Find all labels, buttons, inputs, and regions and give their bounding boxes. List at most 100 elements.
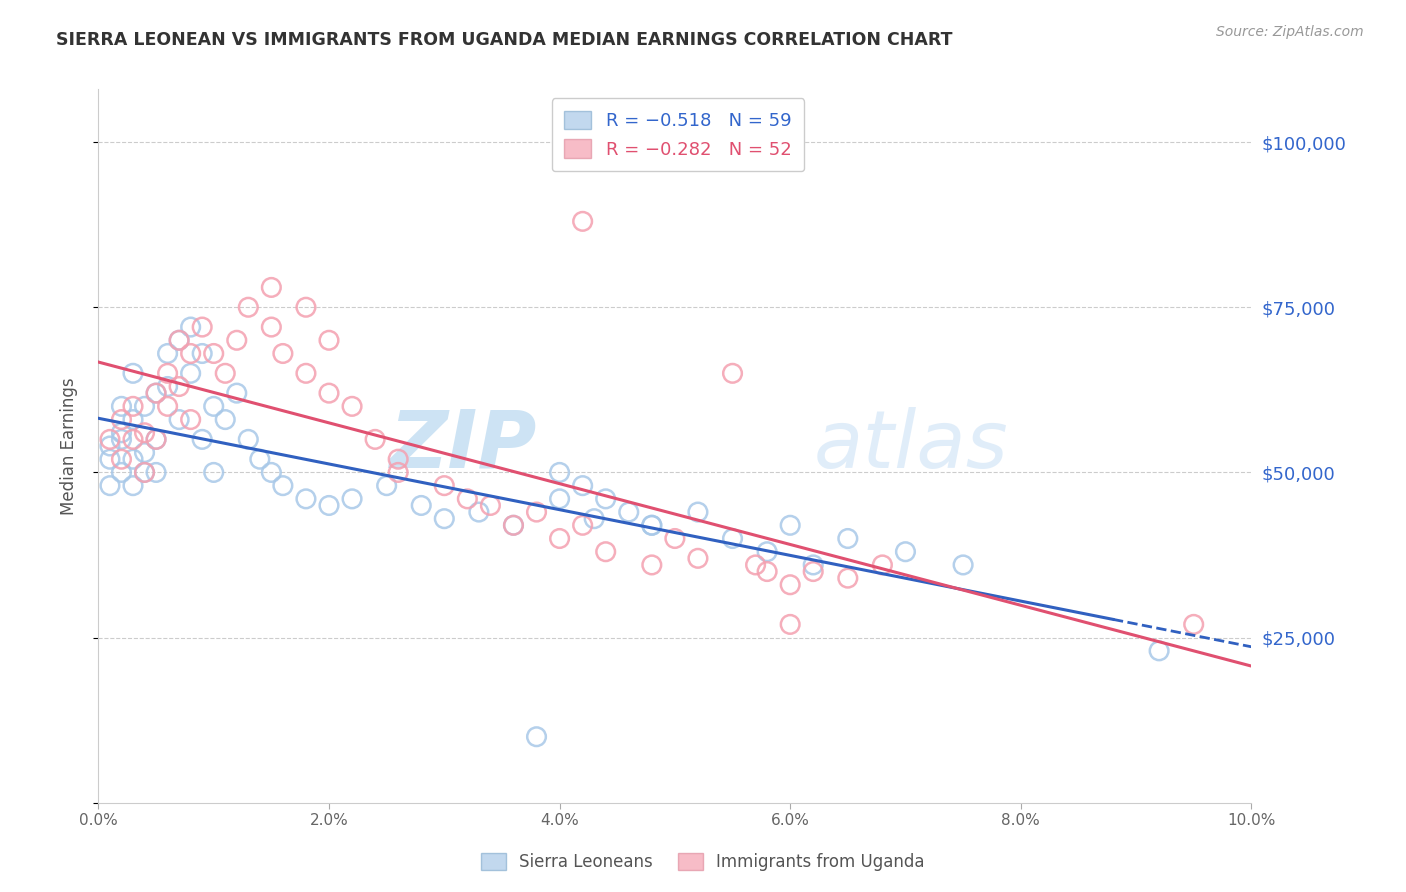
Point	[387, 466, 409, 480]
Point	[167, 333, 190, 347]
Point	[156, 367, 179, 381]
Point	[641, 558, 664, 572]
Point	[295, 300, 318, 314]
Point	[295, 367, 318, 381]
Point	[98, 433, 121, 447]
Point	[145, 433, 167, 447]
Point	[156, 346, 179, 360]
Point	[686, 551, 709, 566]
Point	[387, 452, 409, 467]
Point	[801, 558, 824, 572]
Point	[260, 320, 283, 334]
Point	[156, 400, 179, 414]
Point	[548, 532, 571, 546]
Point	[249, 452, 271, 467]
Point	[686, 505, 709, 519]
Point	[479, 499, 502, 513]
Point	[260, 280, 283, 294]
Point	[872, 558, 894, 572]
Point	[122, 412, 145, 426]
Point	[664, 532, 686, 546]
Point	[122, 452, 145, 467]
Point	[167, 412, 190, 426]
Point	[202, 400, 225, 414]
Point	[145, 386, 167, 401]
Point	[801, 565, 824, 579]
Point	[502, 518, 524, 533]
Point	[145, 386, 167, 401]
Point	[191, 320, 214, 334]
Point	[110, 412, 132, 426]
Point	[122, 433, 145, 447]
Point	[295, 491, 318, 506]
Text: ZIP: ZIP	[389, 407, 537, 485]
Point	[110, 400, 132, 414]
Point	[571, 478, 593, 492]
Point	[375, 478, 398, 492]
Point	[167, 379, 190, 393]
Point	[180, 367, 202, 381]
Point	[433, 511, 456, 525]
Point	[110, 452, 132, 467]
Point	[202, 346, 225, 360]
Point	[548, 466, 571, 480]
Point	[411, 499, 433, 513]
Point	[122, 478, 145, 492]
Point	[271, 346, 294, 360]
Point	[617, 505, 640, 519]
Point	[502, 518, 524, 533]
Point	[260, 466, 283, 480]
Point	[225, 333, 247, 347]
Point	[894, 545, 917, 559]
Point	[548, 491, 571, 506]
Point	[110, 425, 132, 440]
Point	[110, 433, 132, 447]
Text: SIERRA LEONEAN VS IMMIGRANTS FROM UGANDA MEDIAN EARNINGS CORRELATION CHART: SIERRA LEONEAN VS IMMIGRANTS FROM UGANDA…	[56, 31, 953, 49]
Point	[526, 730, 548, 744]
Point	[122, 367, 145, 381]
Point	[571, 518, 593, 533]
Point	[98, 452, 121, 467]
Point	[122, 400, 145, 414]
Point	[779, 578, 801, 592]
Point	[318, 499, 340, 513]
Point	[837, 532, 859, 546]
Point	[134, 400, 156, 414]
Point	[180, 412, 202, 426]
Point	[779, 518, 801, 533]
Text: Source: ZipAtlas.com: Source: ZipAtlas.com	[1216, 25, 1364, 39]
Legend: R = −0.518   N = 59, R = −0.282   N = 52: R = −0.518 N = 59, R = −0.282 N = 52	[551, 98, 804, 171]
Point	[721, 532, 744, 546]
Point	[468, 505, 491, 519]
Point	[156, 379, 179, 393]
Point	[134, 445, 156, 459]
Point	[433, 478, 456, 492]
Point	[110, 466, 132, 480]
Point	[318, 333, 340, 347]
Point	[225, 386, 247, 401]
Point	[167, 333, 190, 347]
Point	[571, 214, 593, 228]
Point	[191, 346, 214, 360]
Point	[364, 433, 387, 447]
Point	[583, 511, 606, 525]
Point	[595, 491, 617, 506]
Point	[1182, 617, 1205, 632]
Point	[641, 518, 664, 533]
Point	[214, 367, 236, 381]
Point	[456, 491, 478, 506]
Point	[756, 565, 779, 579]
Point	[756, 545, 779, 559]
Point	[271, 478, 294, 492]
Point	[238, 300, 260, 314]
Point	[98, 478, 121, 492]
Point	[98, 439, 121, 453]
Point	[952, 558, 974, 572]
Point	[721, 367, 744, 381]
Point	[134, 425, 156, 440]
Legend: Sierra Leoneans, Immigrants from Uganda: Sierra Leoneans, Immigrants from Uganda	[472, 845, 934, 880]
Point	[641, 518, 664, 533]
Point	[134, 466, 156, 480]
Point	[145, 466, 167, 480]
Point	[238, 433, 260, 447]
